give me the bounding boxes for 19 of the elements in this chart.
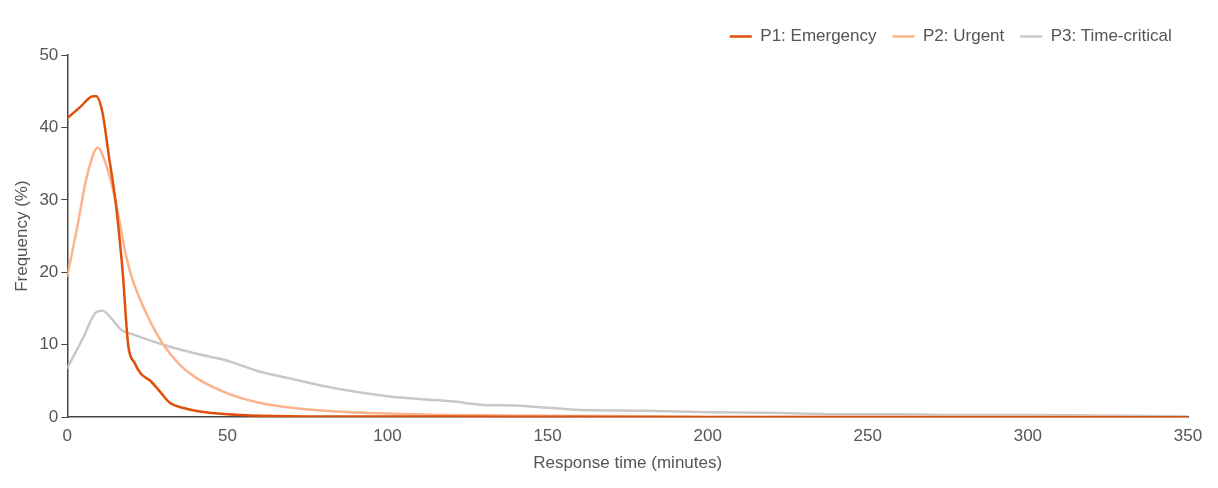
legend-label: P2: Urgent: [923, 26, 1005, 46]
x-tick-label: 250: [853, 426, 882, 446]
y-tick-label: 40: [39, 117, 59, 137]
x-tick-label: 100: [373, 426, 402, 446]
x-tick-label: 350: [1173, 426, 1203, 446]
x-axis-title: Response time (minutes): [533, 453, 723, 473]
x-tick-label: 0: [62, 426, 73, 446]
x-tick-label: 200: [693, 426, 722, 446]
legend-label: P1: Emergency: [760, 26, 878, 46]
x-tick-label: 300: [1013, 426, 1043, 446]
legend-label: P3: Time-critical: [1050, 26, 1172, 46]
y-tick-label: 30: [39, 189, 59, 209]
y-tick-label: 20: [39, 262, 59, 282]
y-tick-label: 0: [48, 406, 59, 426]
y-tick-label: 50: [39, 44, 59, 64]
y-tick-label: 10: [39, 334, 59, 354]
x-tick-label: 50: [217, 426, 237, 446]
x-tick-label: 150: [533, 426, 562, 446]
y-axis-title: Frequency (%): [11, 180, 31, 292]
